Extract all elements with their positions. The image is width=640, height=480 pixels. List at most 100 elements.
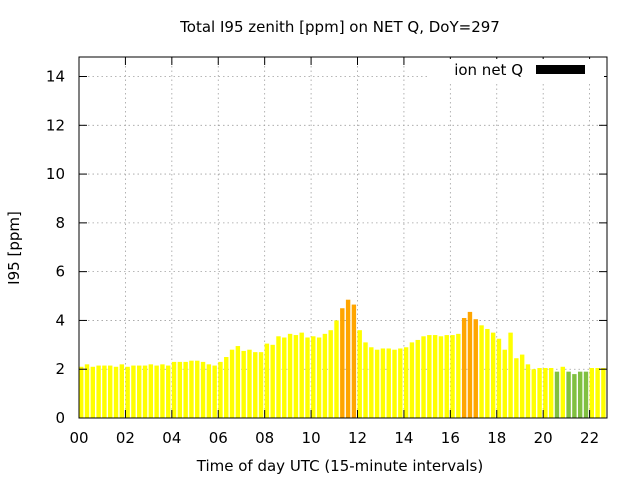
x-tick-label: 10 [302, 429, 321, 447]
bar [224, 357, 229, 418]
x-tick-label: 14 [394, 429, 413, 447]
bar [125, 366, 130, 418]
x-tick-label: 22 [580, 429, 599, 447]
x-tick-label: 16 [441, 429, 460, 447]
bar [566, 371, 571, 418]
bar [96, 365, 101, 418]
bar [479, 325, 484, 418]
bar [502, 349, 507, 418]
bar [496, 338, 502, 418]
bar [398, 348, 403, 418]
y-tick-label: 0 [55, 409, 65, 427]
bar [293, 335, 299, 418]
x-tick-label: 00 [69, 429, 88, 447]
x-tick-label: 02 [116, 429, 135, 447]
bar [589, 367, 595, 418]
bar [119, 364, 125, 418]
bar [467, 311, 473, 418]
bar [102, 365, 107, 418]
y-tick-label: 6 [55, 263, 65, 281]
x-tick-label: 06 [209, 429, 228, 447]
bar [363, 342, 368, 418]
bar [421, 336, 426, 418]
bar [79, 366, 84, 418]
bar [253, 352, 258, 418]
bar [189, 360, 194, 418]
bar [229, 349, 235, 418]
bar [554, 371, 560, 418]
x-axis-label: Time of day UTC (15-minute intervals) [196, 457, 483, 475]
bar [508, 332, 513, 418]
bar [485, 328, 490, 418]
bar [183, 361, 188, 418]
y-tick-label: 2 [55, 360, 65, 378]
bar [514, 358, 519, 418]
bar [427, 335, 432, 418]
bar [218, 361, 223, 418]
bar [572, 374, 577, 418]
x-tick-label: 18 [487, 429, 506, 447]
bar [195, 360, 200, 418]
chart-title: Total I95 zenith [ppm] on NET Q, DoY=297 [179, 18, 500, 36]
bar [403, 347, 409, 418]
bar [137, 365, 142, 418]
bar [386, 348, 391, 418]
bar [177, 361, 183, 418]
bar [108, 365, 113, 418]
bar [299, 332, 304, 418]
bar [287, 333, 293, 418]
y-axis-label: I95 [ppm] [5, 211, 23, 285]
bar [601, 367, 606, 418]
bar [334, 320, 339, 418]
bar [206, 364, 212, 418]
bar [490, 332, 496, 418]
grid-lines [79, 57, 607, 418]
bar [525, 364, 531, 418]
bar [548, 367, 554, 418]
legend-label: ion net Q [454, 61, 523, 79]
y-tick-label: 14 [46, 68, 65, 86]
bar [311, 336, 316, 418]
bar [415, 339, 420, 418]
bar [537, 367, 542, 418]
bar [258, 352, 264, 418]
bar [444, 335, 449, 418]
bar [461, 317, 467, 418]
bar [473, 319, 478, 418]
bar [374, 349, 380, 418]
bar [84, 364, 90, 418]
bar [282, 337, 287, 418]
bar [369, 347, 374, 418]
bar [577, 371, 583, 418]
bars-group [79, 299, 606, 418]
bar [438, 336, 444, 418]
bar [113, 366, 119, 418]
legend: ion net Q [428, 59, 604, 81]
x-tick-label: 08 [255, 429, 274, 447]
bar [160, 364, 165, 418]
bar [131, 365, 136, 418]
y-tick-label: 8 [55, 214, 65, 232]
bar [583, 371, 589, 418]
bar [241, 350, 246, 418]
x-tick-label: 12 [348, 429, 367, 447]
bar [357, 330, 362, 418]
bar [264, 343, 270, 418]
bar [450, 335, 455, 418]
bar [166, 365, 171, 418]
bar [392, 349, 397, 418]
bar [90, 366, 96, 418]
y-tick-label: 4 [55, 311, 65, 329]
bar [148, 364, 154, 418]
bar [305, 337, 310, 418]
y-tick-label: 10 [46, 165, 65, 183]
bar [212, 365, 217, 418]
bar [247, 349, 252, 418]
x-tick-label: 04 [162, 429, 181, 447]
bar [171, 361, 177, 418]
bar [142, 365, 148, 418]
legend-swatch [536, 65, 585, 74]
